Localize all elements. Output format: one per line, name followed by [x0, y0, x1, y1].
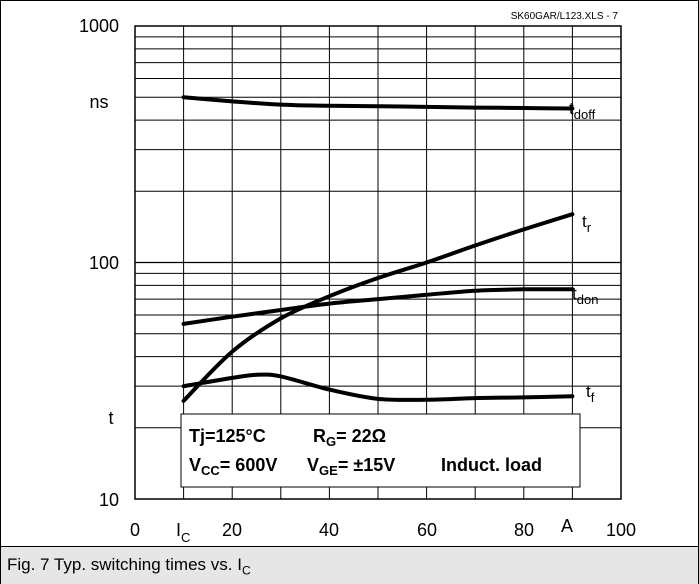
condition-vcc: VCC= 600V: [189, 455, 277, 478]
y-tick-1000: 1000: [79, 16, 119, 36]
x-axis-unit: A: [561, 516, 573, 536]
condition-vge: VGE= ±15V: [307, 455, 395, 478]
x-tick-0: 0: [130, 520, 140, 540]
conditions-box-background: [180, 413, 581, 488]
y-axis-label: t: [108, 408, 113, 428]
x-axis-label: IC: [176, 520, 190, 545]
y-tick-100: 100: [89, 253, 119, 273]
x-tick-20: 20: [222, 520, 242, 540]
series-line-tdon: [181, 287, 575, 326]
switching-times-chart: SK60GAR/L123.XLS - 7 1000 100 10 ns t 0 …: [79, 11, 636, 545]
series-label-tdon: tdon: [572, 284, 598, 307]
condition-load: Induct. load: [441, 455, 542, 475]
caption-bar: Fig. 7 Typ. switching times vs. IC: [1, 546, 698, 584]
x-tick-60: 60: [417, 520, 437, 540]
condition-rg: RG= 22Ω: [313, 426, 386, 449]
source-note: SK60GAR/L123.XLS - 7: [511, 11, 619, 22]
series-label-tr: tr: [582, 212, 592, 235]
conditions-box: Tj=125°C RG= 22Ω VCC= 600V VGE= ±15V Ind…: [180, 413, 581, 488]
y-tick-10: 10: [99, 490, 119, 510]
x-tick-40: 40: [319, 520, 339, 540]
y-axis-unit: ns: [89, 92, 108, 112]
figure-caption: Fig. 7 Typ. switching times vs. IC: [7, 555, 251, 578]
series-lines: [181, 95, 575, 403]
series-label-tdoff: tdoff: [569, 99, 596, 122]
x-tick-100: 100: [606, 520, 636, 540]
series-label-tf: tf: [586, 382, 595, 405]
series-line-tf: [181, 372, 575, 402]
x-tick-80: 80: [514, 520, 534, 540]
condition-tj: Tj=125°C: [189, 426, 266, 446]
series-line-tdoff: [181, 95, 575, 111]
series-line-tr: [181, 212, 575, 403]
